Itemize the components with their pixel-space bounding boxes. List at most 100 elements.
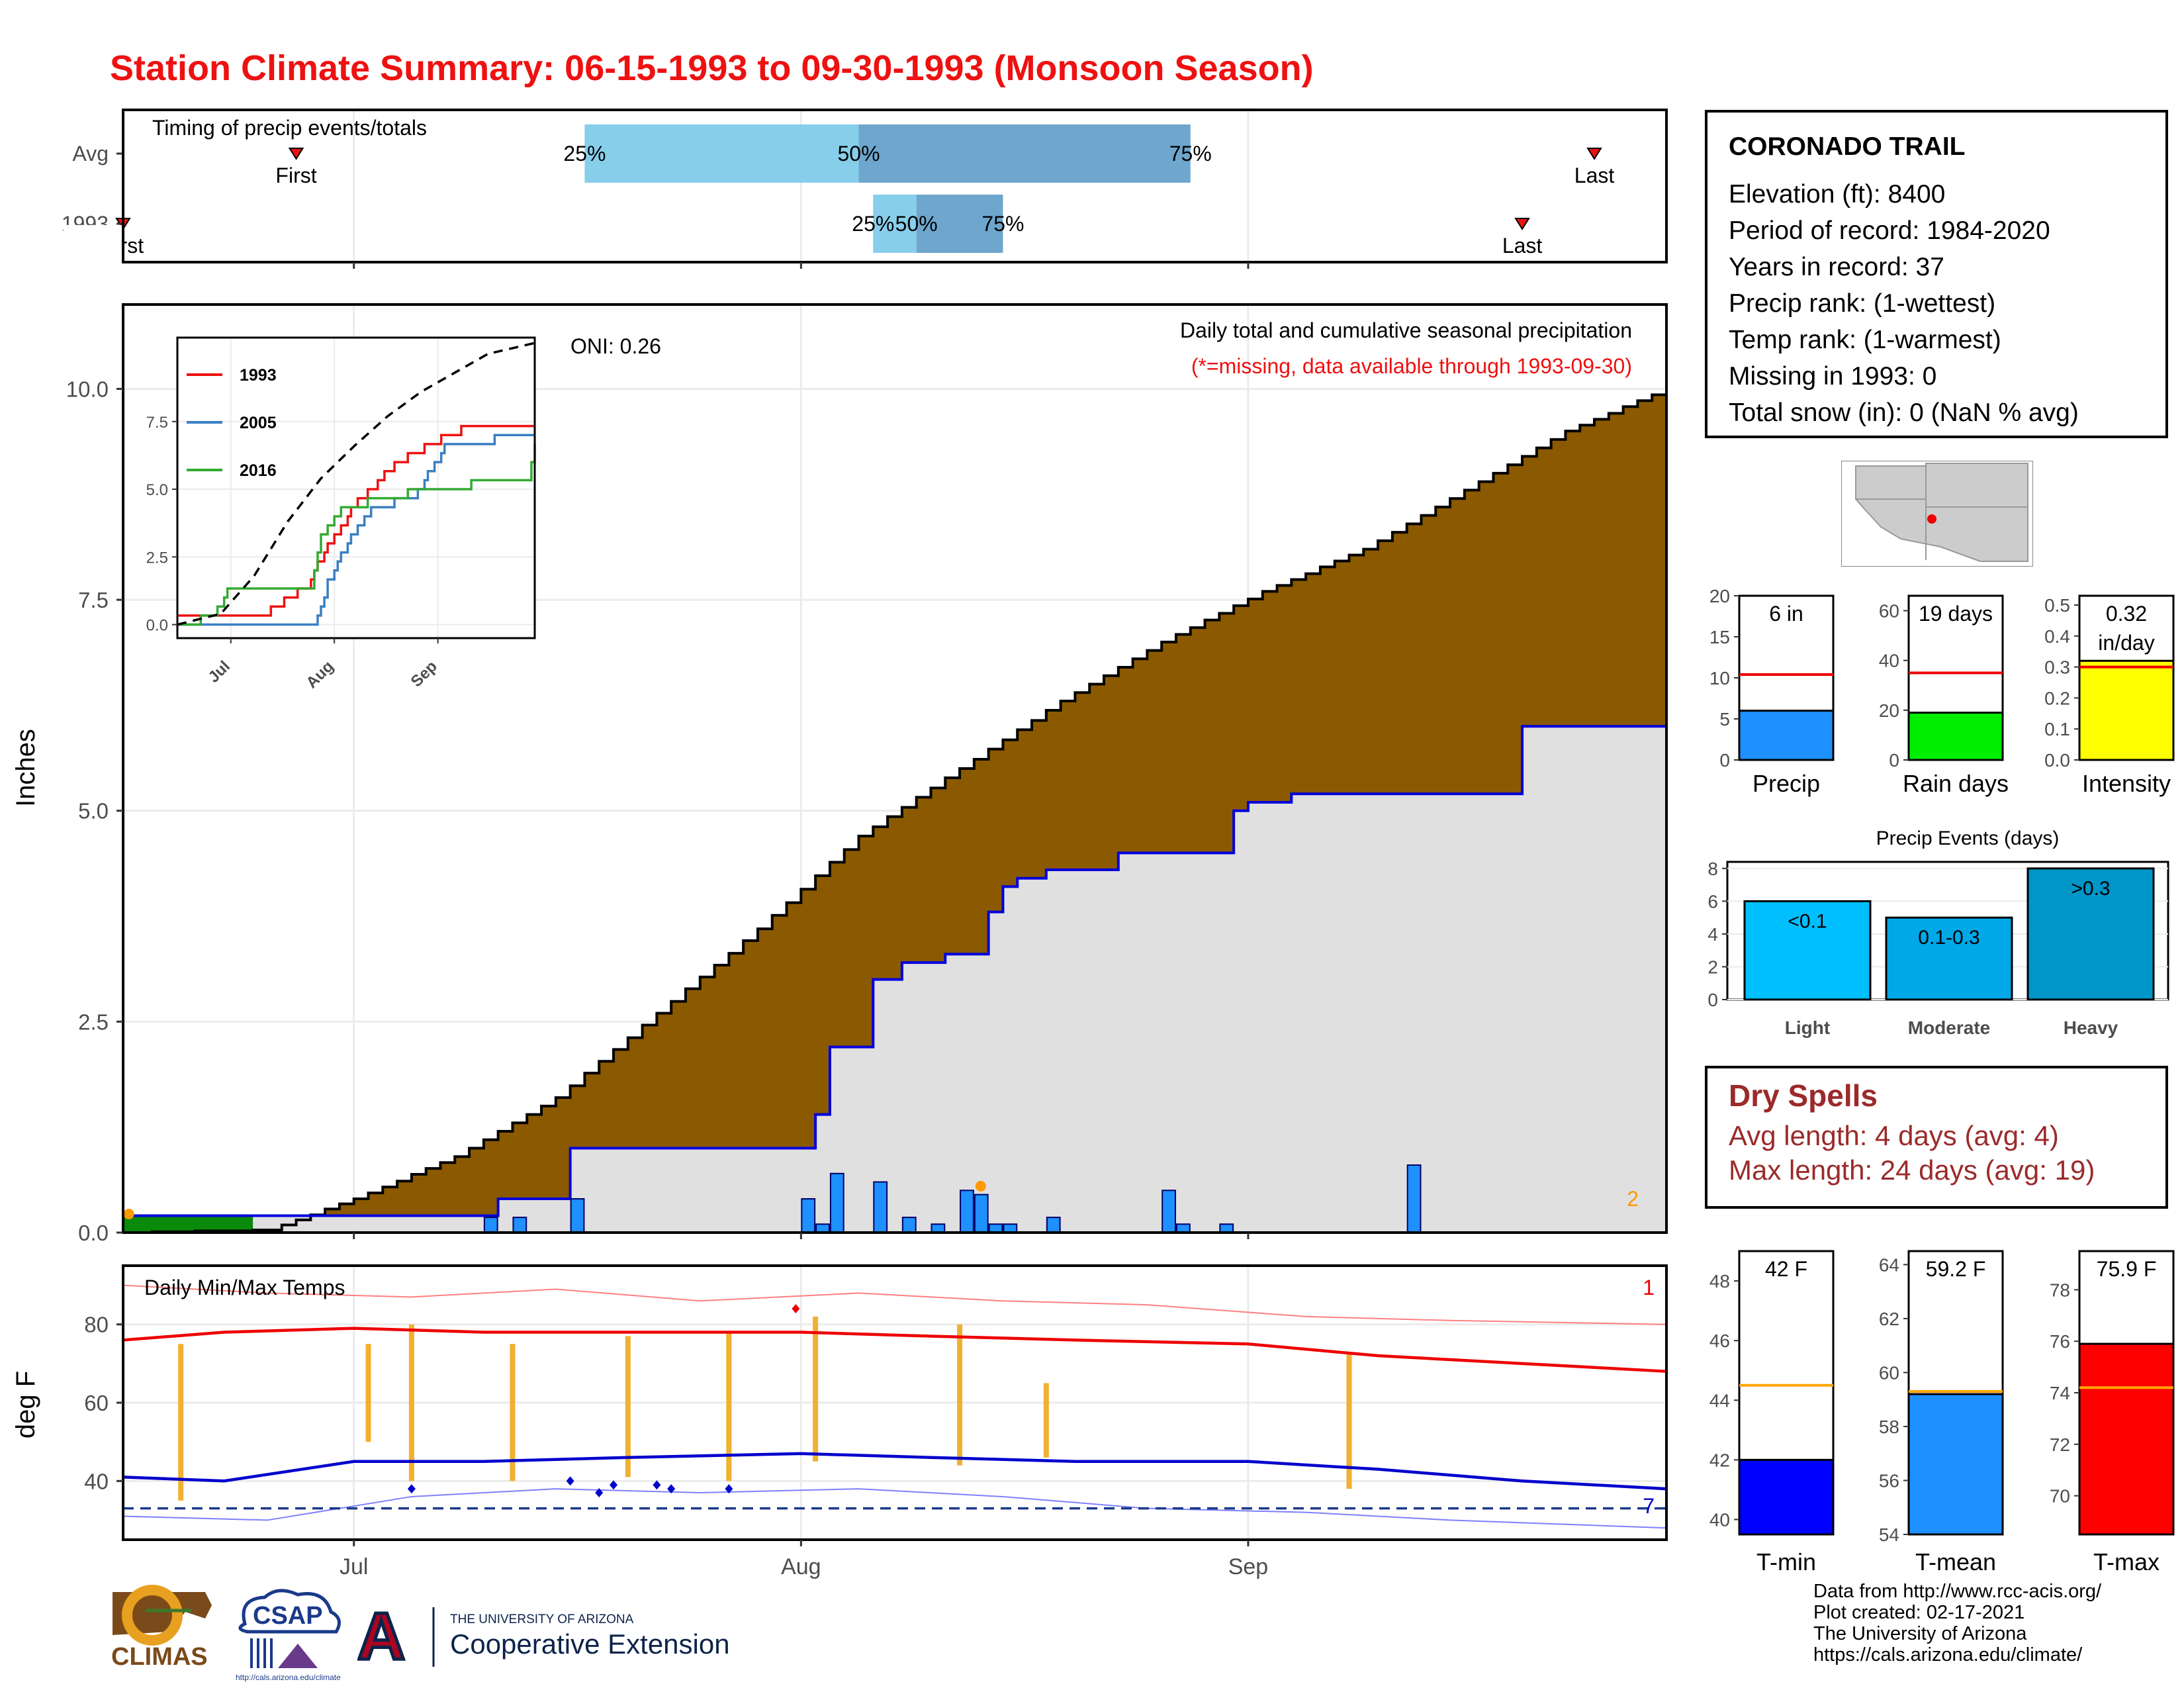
raindays-mini-y-tick-label: 0: [1889, 750, 1899, 771]
station-location-marker: [1927, 514, 1936, 524]
tmean-mini-y-tick-label: 56: [1879, 1470, 1899, 1491]
precip-y-tick-label: 5.0: [78, 799, 109, 823]
intensity-mini-y-tick-label: 0.1: [2044, 719, 2070, 739]
page-title: Station Climate Summary: 06-15-1993 to 0…: [110, 48, 1314, 88]
raindays-mini-bar: [1907, 712, 2004, 761]
precip-mini-value-label: 6 in: [1769, 602, 1803, 626]
intensity-mini-bar: [2078, 659, 2175, 761]
events-bar: [2026, 867, 2155, 1001]
events-bar: [1743, 900, 1872, 1001]
daily-precip-bar: [960, 1190, 974, 1233]
precip-mini-y-tick-label: 0: [1719, 750, 1730, 771]
daily-temp-range-bar: [510, 1344, 516, 1481]
tmin-mini-y-tick-label: 42: [1709, 1450, 1730, 1470]
temp-y-axis-label: deg F: [11, 1371, 40, 1438]
climas-logo-swirl: [122, 1585, 183, 1646]
timing-panel-label: Timing of precip events/totals: [152, 116, 427, 140]
map-borders: [1856, 466, 2028, 560]
dry-spells-max: Max length: 24 days (avg: 19): [1729, 1154, 2095, 1186]
dry-spells-box: Dry Spells Avg length: 4 days (avg: 4) M…: [1705, 1066, 2168, 1209]
timing-pct-label: 50%: [895, 212, 938, 236]
last-event-label: Last: [1502, 234, 1543, 258]
csap-url: http://cals.arizona.edu/climate: [236, 1673, 341, 1682]
intensity-mini-y-tick-label: 0.5: [2044, 595, 2070, 616]
tmean-mini-value-label: 59.2 F: [1926, 1257, 1986, 1281]
temp-y-tick-label: 60: [84, 1391, 109, 1415]
record-low-marker: [667, 1484, 676, 1494]
events-y-tick-label: 2: [1707, 957, 1718, 977]
last-event-label: Last: [1574, 164, 1615, 187]
daily-temp-range-bar: [1346, 1352, 1352, 1489]
daily-temp-range-bar: [813, 1316, 819, 1462]
raindays-mini-axis-label: Rain days: [1903, 770, 2009, 797]
precip-border: [122, 303, 1668, 1234]
record-low-marker: [610, 1480, 618, 1490]
timing-bar-50-75: [916, 195, 1003, 253]
daily-precip-bar: [801, 1198, 816, 1234]
daily-precip-bar: [1046, 1217, 1061, 1234]
tmin-mini-axis-label: T-min: [1756, 1548, 1816, 1575]
tmean-mini-y-tick-label: 62: [1879, 1309, 1899, 1329]
missing-count: 2: [1627, 1187, 1639, 1211]
tmean-mini-y-tick-label: 60: [1879, 1362, 1899, 1383]
daily-precip-bar: [512, 1217, 527, 1234]
inset-legend-label: 2016: [240, 461, 277, 480]
arizona-locator-map: [1841, 461, 2033, 567]
credits: Data from http://www.rcc-acis.org/ Plot …: [1813, 1581, 2101, 1665]
station-info-box: CORONADO TRAIL Elevation (ft): 8400 Peri…: [1705, 110, 2168, 438]
daily-temp-range-bar: [178, 1344, 184, 1501]
daily-temp-range-bar: [1043, 1383, 1049, 1458]
inset-y-tick-label: 2.5: [146, 549, 168, 567]
events-category-label: Moderate: [1908, 1017, 1990, 1038]
events-category-label: Light: [1785, 1017, 1830, 1038]
tmean-mini-y-tick-label: 58: [1879, 1417, 1899, 1437]
timing-bar-25-50: [584, 124, 859, 183]
precip-mini-y-tick-label: 20: [1709, 586, 1730, 606]
record-low-marker: [566, 1476, 574, 1486]
tmax-mini-y-tick-label: 78: [2050, 1280, 2070, 1300]
intensity-mini-y-tick-label: 0.4: [2044, 626, 2070, 647]
precip-y-axis-label: Inches: [11, 729, 40, 807]
climas-logo-shape: [113, 1592, 212, 1635]
temp-y-tick-label: 40: [84, 1469, 109, 1493]
tmin-mini-y-tick-label: 48: [1709, 1271, 1730, 1291]
intensity-mini-value-label: 0.32: [2106, 602, 2147, 626]
first-event-label: First: [275, 164, 316, 187]
tmin-mini-value-label: 42 F: [1765, 1257, 1807, 1281]
tmin-mini-y-tick-label: 40: [1709, 1509, 1730, 1530]
temp-y-tick-label: 80: [84, 1313, 109, 1337]
credit-line: The University of Arizona: [1813, 1623, 2027, 1644]
events-title: Precip Events (days): [1876, 827, 2060, 849]
record-low-count: 7: [1643, 1494, 1655, 1518]
tmin-record-line: [122, 1488, 1667, 1529]
tmax-mini-y-tick-label: 72: [2050, 1434, 2070, 1455]
station-precip-rank: Precip rank: (1-wettest): [1729, 289, 1996, 318]
ua-block-a-icon: A: [357, 1601, 405, 1673]
record-high-marker: [792, 1304, 800, 1314]
tmax-mini-y-tick-label: 74: [2050, 1383, 2070, 1403]
inset-series-line: [177, 444, 536, 626]
x-axis-tick-label: Sep: [1228, 1554, 1269, 1579]
raindays-mini-y-tick-label: 20: [1879, 700, 1899, 721]
record-high-count: 1: [1643, 1276, 1655, 1299]
x-axis-tick-label: Aug: [781, 1554, 821, 1579]
dry-spells-avg: Avg length: 4 days (avg: 4): [1729, 1120, 2059, 1151]
precip-mini-y-tick-label: 5: [1719, 709, 1730, 729]
raindays-mini-y-tick-label: 60: [1879, 601, 1899, 622]
inset-series-line: [177, 434, 535, 626]
timing-bar-25-50: [873, 195, 917, 253]
missing-marker: [123, 1208, 134, 1219]
precip-mini-axis-label: Precip: [1752, 770, 1820, 797]
tmean-mini-axis-label: T-mean: [1915, 1548, 1996, 1575]
x-axis-tick-label: Jul: [340, 1554, 368, 1579]
timing-label-mask: [64, 225, 122, 265]
inset-legend-label: 1993: [240, 366, 277, 385]
precip-y-tick-label: 0.0: [78, 1221, 109, 1245]
dry-spells-title: Dry Spells: [1729, 1078, 1878, 1113]
daily-precip-bar: [873, 1181, 888, 1233]
timing-pct-label: 50%: [837, 142, 880, 165]
precip-y-tick-label: 2.5: [78, 1009, 109, 1034]
